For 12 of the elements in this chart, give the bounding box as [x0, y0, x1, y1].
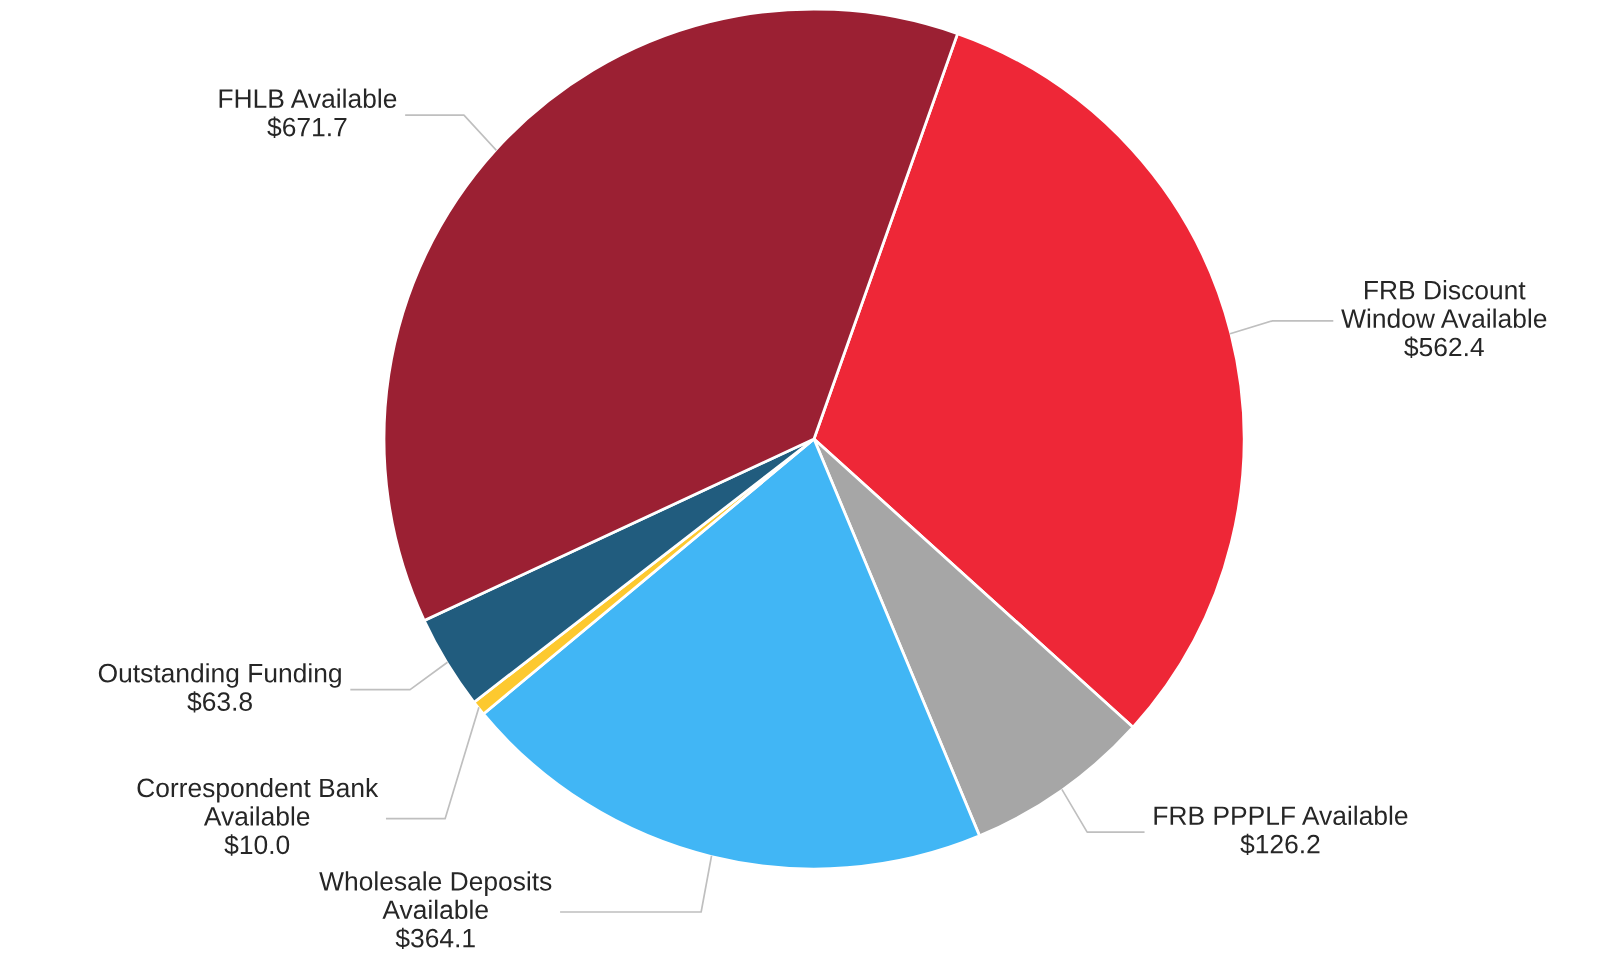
slice-label: FRB Discount Window Available	[1341, 280, 1547, 328]
data-label: $671.7	[267, 116, 347, 138]
data-label: $126.2	[1240, 833, 1320, 856]
data-label: $63.8	[187, 691, 252, 713]
data-label: $10.0	[224, 834, 290, 856]
data-label: $364.1	[395, 927, 475, 950]
data-label: $562.4	[1404, 336, 1484, 358]
slice-label: FHLB Available	[219, 88, 397, 108]
slice-label: Wholesale Deposits Available	[319, 871, 552, 920]
slice-label: Correspondent Bank Available	[137, 777, 379, 826]
slice-label: FRB PPPLF Available	[1154, 805, 1408, 826]
slice-label: Outstanding Funding	[98, 663, 341, 688]
